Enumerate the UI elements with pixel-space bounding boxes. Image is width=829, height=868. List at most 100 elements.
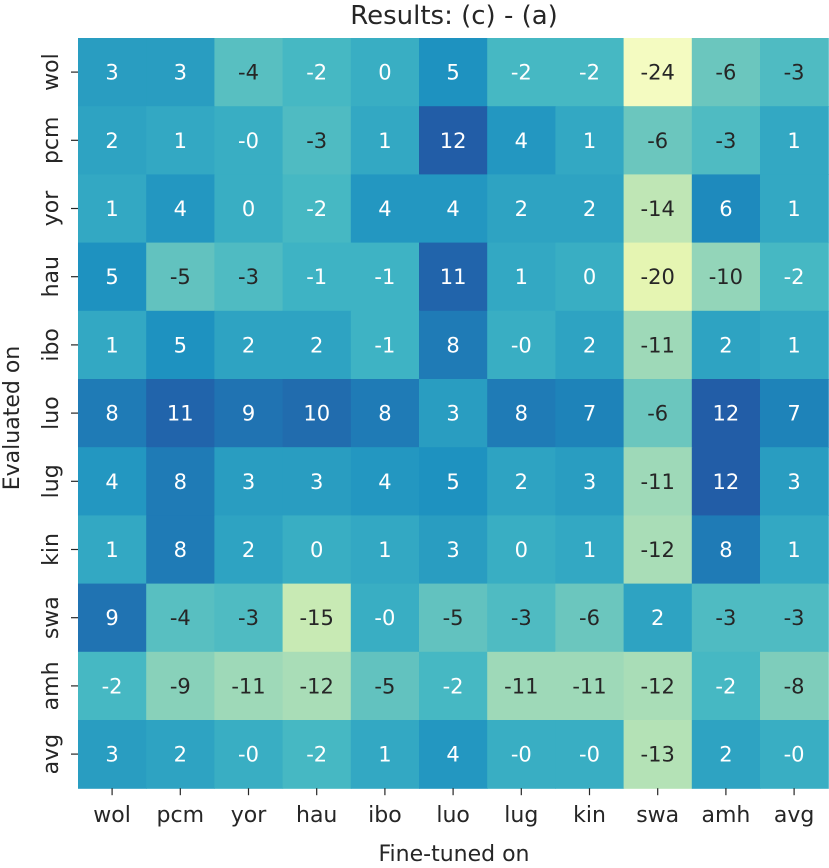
heatmap-cell bbox=[760, 651, 829, 721]
heatmap-cell bbox=[282, 106, 352, 175]
cell-value-label: -0 bbox=[579, 743, 600, 767]
cell-value-label: 1 bbox=[174, 129, 187, 153]
cell-value-label: -13 bbox=[641, 743, 675, 767]
heatmap-cell bbox=[146, 379, 215, 448]
heatmap-cell bbox=[691, 242, 761, 312]
cell-value-label: 1 bbox=[787, 538, 800, 562]
cell-value-label: 0 bbox=[378, 61, 391, 85]
heatmap-cell bbox=[760, 379, 829, 448]
cell-value-label: -14 bbox=[641, 197, 675, 221]
cell-value-label: 2 bbox=[174, 743, 187, 767]
cell-value-label: -3 bbox=[784, 61, 805, 85]
cell-value-label: -20 bbox=[641, 265, 675, 289]
cell-value-label: -11 bbox=[572, 674, 606, 698]
y-tick-label: luo bbox=[39, 396, 64, 430]
cell-value-label: 3 bbox=[583, 470, 596, 494]
cell-value-label: -3 bbox=[306, 129, 327, 153]
x-axis-label: Fine-tuned on bbox=[379, 842, 530, 867]
heatmap-cell bbox=[214, 515, 284, 585]
cell-value-label: -4 bbox=[238, 61, 259, 85]
x-tick-label: kin bbox=[573, 803, 606, 828]
cell-value-label: -3 bbox=[238, 265, 259, 289]
heatmap-cells: 3 3 -4 -2 0 5 -2 -2 -24 -6 -32 1 -0 -3 1 12 4 1 -6 -3 11 4 0 -2… bbox=[78, 38, 829, 789]
x-tick-label: amh bbox=[701, 803, 750, 828]
heatmap-cell bbox=[555, 310, 625, 380]
cell-value-label: 10 bbox=[303, 402, 330, 426]
heatmap-cell bbox=[146, 174, 215, 244]
cell-value-label: 0 bbox=[583, 265, 596, 289]
heatmap-cell bbox=[623, 379, 693, 448]
cell-value-label: 3 bbox=[105, 743, 118, 767]
cell-value-label: 1 bbox=[105, 197, 118, 221]
cell-value-label: -5 bbox=[443, 606, 464, 630]
cell-value-label: -0 bbox=[238, 743, 259, 767]
cell-value-label: -12 bbox=[300, 674, 334, 698]
heatmap-cell bbox=[146, 310, 215, 380]
heatmap-cell bbox=[350, 38, 420, 107]
heatmap-cell bbox=[487, 310, 556, 380]
heatmap-cell bbox=[282, 720, 352, 789]
heatmap-cell bbox=[487, 38, 556, 107]
heatmap-cell bbox=[214, 242, 284, 312]
heatmap-cell bbox=[419, 38, 488, 107]
cell-value-label: -9 bbox=[170, 674, 191, 698]
heatmap-cell bbox=[555, 379, 625, 448]
heatmap-cell bbox=[487, 515, 556, 585]
cell-value-label: -3 bbox=[511, 606, 532, 630]
cell-value-label: -10 bbox=[709, 265, 743, 289]
cell-value-label: -1 bbox=[374, 265, 395, 289]
heatmap-cell bbox=[419, 515, 488, 585]
cell-value-label: 4 bbox=[446, 743, 459, 767]
cell-value-label: 3 bbox=[787, 470, 800, 494]
cell-value-label: -11 bbox=[641, 333, 675, 357]
cell-value-label: 4 bbox=[446, 197, 459, 221]
cell-value-label: 8 bbox=[719, 538, 732, 562]
cell-value-label: 3 bbox=[174, 61, 187, 85]
cell-value-label: -3 bbox=[238, 606, 259, 630]
heatmap-cell bbox=[350, 379, 420, 448]
cell-value-label: -12 bbox=[641, 674, 675, 698]
heatmap-cell bbox=[146, 38, 215, 107]
heatmap-cell bbox=[78, 583, 147, 653]
heatmap-cell bbox=[487, 651, 556, 721]
heatmap-cell bbox=[78, 38, 147, 107]
x-tick-label: yor bbox=[231, 803, 267, 828]
heatmap-cell bbox=[78, 106, 147, 175]
heatmap-cell bbox=[419, 242, 488, 312]
cell-value-label: 9 bbox=[105, 606, 118, 630]
y-tick-label: hau bbox=[39, 256, 64, 297]
heatmap-cell bbox=[691, 379, 761, 448]
cell-value-label: 2 bbox=[515, 197, 528, 221]
y-tick-label: yor bbox=[39, 190, 64, 226]
heatmap-cell bbox=[555, 515, 625, 585]
heatmap-cell bbox=[760, 515, 829, 585]
heatmap-cell bbox=[146, 583, 215, 653]
heatmap-cell bbox=[623, 651, 693, 721]
cell-value-label: -0 bbox=[238, 129, 259, 153]
cell-value-label: -3 bbox=[715, 129, 736, 153]
heatmap-cell bbox=[146, 651, 215, 721]
heatmap-cell bbox=[419, 379, 488, 448]
heatmap-cell bbox=[350, 106, 420, 175]
cell-value-label: 2 bbox=[583, 197, 596, 221]
heatmap-cell bbox=[419, 583, 488, 653]
y-axis-ticks: wol pcm yor hau ibo luo lug kin swa amh avg bbox=[39, 53, 78, 774]
cell-value-label: -2 bbox=[306, 197, 327, 221]
cell-value-label: -5 bbox=[170, 265, 191, 289]
cell-value-label: 3 bbox=[446, 402, 459, 426]
cell-value-label: 2 bbox=[719, 743, 732, 767]
heatmap-cell bbox=[555, 174, 625, 244]
cell-value-label: -12 bbox=[641, 538, 675, 562]
cell-value-label: -1 bbox=[374, 333, 395, 357]
heatmap-cell bbox=[760, 583, 829, 653]
cell-value-label: -0 bbox=[511, 743, 532, 767]
heatmap-cell bbox=[282, 447, 352, 516]
cell-value-label: 8 bbox=[174, 538, 187, 562]
heatmap-cell bbox=[214, 583, 284, 653]
x-tick-label: hau bbox=[296, 803, 337, 828]
cell-value-label: -2 bbox=[511, 61, 532, 85]
cell-value-label: 12 bbox=[713, 470, 740, 494]
cell-value-label: -0 bbox=[511, 333, 532, 357]
heatmap-cell bbox=[487, 720, 556, 789]
heatmap-cell bbox=[350, 447, 420, 516]
